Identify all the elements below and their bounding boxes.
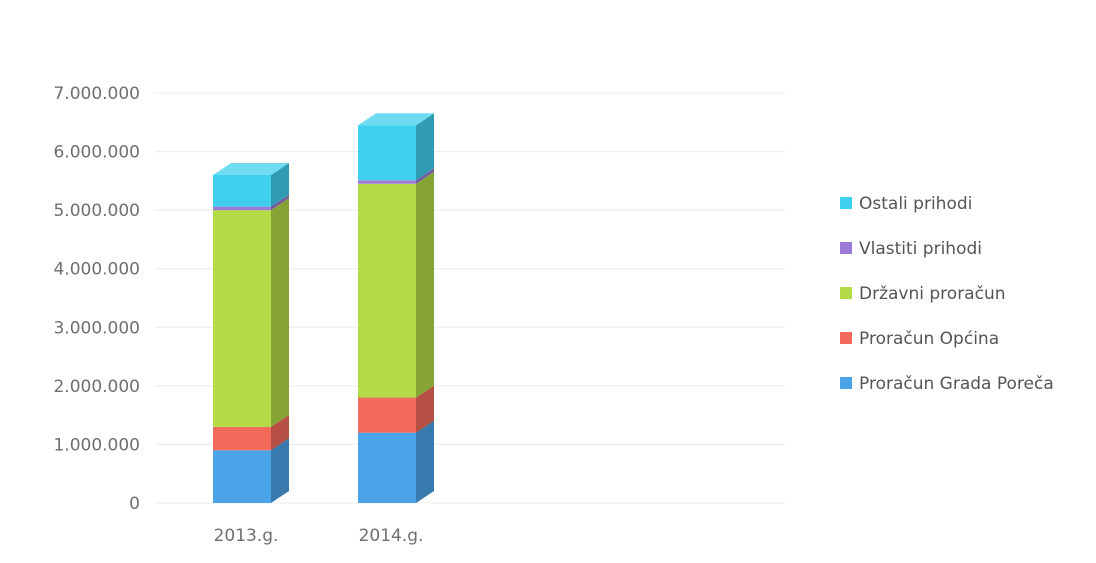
x-category-label: 2014.g. — [359, 526, 424, 546]
legend-label: Proračun Općina — [859, 329, 999, 349]
bar-front-face — [358, 183, 416, 398]
y-axis: 0 1.000.000 2.000.000 3.000.000 4.000.000 5.0… — [53, 84, 140, 514]
bar-side-face — [416, 420, 434, 503]
bar-side-face — [271, 194, 289, 211]
y-tick-label: 6.000.000 — [53, 143, 140, 163]
bar-side-face — [271, 438, 289, 503]
legend-label: Ostali prihodi — [859, 194, 972, 214]
y-tick-label: 4.000.000 — [53, 260, 140, 280]
y-tick-label: 0 — [129, 494, 140, 514]
bar-front-face — [213, 210, 271, 427]
legend-item: Ostali prihodi — [840, 194, 972, 214]
bar-front-face — [358, 180, 416, 184]
bar-segment-2014-1 — [358, 385, 434, 433]
bar-side-face — [416, 113, 434, 181]
legend-swatch — [840, 197, 852, 209]
bar-side-face — [271, 198, 289, 427]
legend-swatch — [840, 242, 852, 254]
bar-front-face — [213, 426, 271, 451]
y-tick-label: 7.000.000 — [53, 84, 140, 104]
bar-side-face — [416, 385, 434, 433]
y-tick-label: 1.000.000 — [53, 435, 140, 455]
bar-segment-2014-2 — [358, 171, 434, 398]
y-tick-label: 3.000.000 — [53, 318, 140, 338]
legend-item: Vlastiti prihodi — [840, 239, 982, 259]
bar-top-face — [213, 163, 289, 175]
bar-side-face — [416, 168, 434, 184]
legend-label: Proračun Grada Poreča — [859, 374, 1054, 394]
bar-segment-2013-3 — [213, 194, 289, 211]
x-category-label: 2013.g. — [214, 526, 279, 546]
bar-front-face — [358, 432, 416, 503]
legend: Ostali prihodi Vlastiti prihodi Državni pr… — [840, 194, 1054, 394]
legend-swatch — [840, 377, 852, 389]
legend-swatch — [840, 287, 852, 299]
bar-segment-2013-4 — [213, 163, 289, 207]
legend-item: Proračun Grada Poreča — [840, 374, 1054, 394]
bar-side-face — [271, 163, 289, 207]
legend-label: Vlastiti prihodi — [859, 239, 982, 259]
bar-side-face — [271, 414, 289, 451]
bars — [213, 113, 434, 503]
legend-item: Proračun Općina — [840, 329, 999, 349]
x-axis: 2013.g. 2014.g. — [214, 526, 424, 546]
bar-front-face — [358, 125, 416, 181]
y-tick-label: 5.000.000 — [53, 201, 140, 221]
bar-segment-2014-0 — [358, 420, 434, 503]
y-tick-label: 2.000.000 — [53, 377, 140, 397]
bar-segment-2013-1 — [213, 414, 289, 451]
legend-item: Državni proračun — [840, 284, 1006, 304]
bar-front-face — [213, 206, 271, 211]
legend-swatch — [840, 332, 852, 344]
bar-segment-2014-3 — [358, 168, 434, 184]
bar-segment-2014-4 — [358, 113, 434, 181]
legend-label: Državni proračun — [859, 284, 1006, 304]
bar-segment-2013-0 — [213, 438, 289, 503]
bar-segment-2013-2 — [213, 198, 289, 427]
bar-top-face — [358, 113, 434, 126]
bar-front-face — [213, 175, 271, 207]
bar-front-face — [213, 450, 271, 503]
bar-side-face — [416, 171, 434, 398]
bar-front-face — [358, 397, 416, 433]
